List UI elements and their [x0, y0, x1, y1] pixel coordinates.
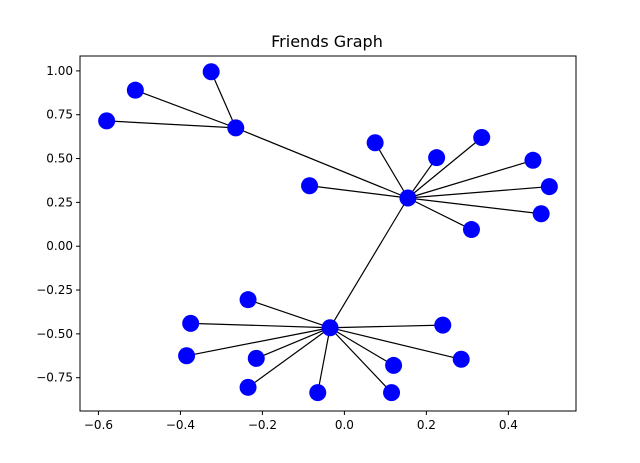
- y-tick-label: 1.00: [46, 64, 73, 78]
- y-tick-label: 0.75: [46, 108, 73, 122]
- y-axis: 1.00 0.75 0.50 0.25 0.00 −0.25 −0.50 −0.75: [36, 64, 80, 385]
- node-n11: [532, 205, 550, 223]
- node-n10: [540, 178, 558, 196]
- edge-hub-bottom-n16: [186, 327, 331, 357]
- x-tick-label: −0.6: [84, 418, 113, 432]
- x-tick-label: 0.0: [335, 418, 354, 432]
- edge-hub-top-n8: [407, 137, 483, 199]
- y-tick-label: 0.00: [46, 239, 73, 253]
- y-tick-label: −0.50: [36, 327, 73, 341]
- y-tick-label: −0.75: [36, 371, 73, 385]
- edge-hub-left-n3: [210, 71, 237, 129]
- edge-hub-bottom-n14: [247, 299, 331, 329]
- edge-hub-bottom-n21: [329, 327, 394, 366]
- node-n7: [428, 149, 446, 167]
- edge-hub-bottom-n17: [256, 327, 331, 359]
- node-n18: [239, 378, 257, 396]
- edge-hub-top-hub-bottom: [329, 197, 409, 329]
- x-tick-label: −0.4: [166, 418, 195, 432]
- node-n16: [178, 347, 196, 365]
- node-n13: [301, 177, 319, 195]
- node-n20: [383, 384, 401, 402]
- edge-hub-bottom-n18: [247, 327, 331, 388]
- edge-hub-left-hub-top: [235, 127, 409, 199]
- edge-hub-bottom-n22: [330, 324, 443, 329]
- node-n3: [202, 63, 220, 81]
- edge-hub-top-n13: [309, 185, 409, 199]
- edge-hub-bottom-n23: [329, 327, 462, 360]
- plot-frame: [79, 55, 577, 412]
- chart-title: Friends Graph: [271, 32, 383, 51]
- edge-hub-top-n9: [407, 159, 534, 199]
- node-n8: [473, 129, 491, 147]
- node-hub-left: [227, 119, 245, 137]
- node-n5: [98, 112, 116, 130]
- y-tick-label: 0.25: [46, 195, 73, 209]
- node-n17: [247, 349, 265, 367]
- y-tick-label: −0.25: [36, 283, 73, 297]
- node-n6: [366, 134, 384, 152]
- edge-hub-bottom-n20: [329, 327, 392, 394]
- node-n19: [309, 384, 327, 402]
- node-hub-bottom: [321, 319, 339, 337]
- y-tick-label: 0.50: [46, 152, 73, 166]
- nodes-layer: [98, 63, 558, 402]
- node-n23: [452, 350, 470, 368]
- edge-hub-bottom-n15: [190, 322, 331, 329]
- edge-hub-top-n11: [407, 197, 542, 215]
- edge-hub-left-n5: [106, 120, 236, 129]
- x-tick-label: 0.2: [417, 418, 436, 432]
- node-n15: [182, 314, 200, 332]
- x-tick-label: 0.4: [499, 418, 518, 432]
- node-n12: [462, 221, 480, 239]
- edge-hub-top-n10: [407, 186, 550, 199]
- edge-hub-left-n4: [135, 89, 236, 129]
- node-n14: [239, 291, 257, 309]
- node-n4: [126, 81, 144, 99]
- node-n9: [524, 151, 542, 169]
- x-tick-label: −0.2: [248, 418, 277, 432]
- edge-hub-bottom-n19: [317, 327, 331, 393]
- edge-hub-top-n6: [374, 142, 409, 199]
- node-n21: [385, 356, 403, 374]
- edge-hub-top-n12: [407, 197, 472, 231]
- x-axis: −0.6 −0.4 −0.2 0.0 0.2 0.4: [84, 411, 518, 432]
- edges-layer: [106, 71, 550, 394]
- node-hub-top: [399, 189, 417, 207]
- node-n22: [434, 316, 452, 334]
